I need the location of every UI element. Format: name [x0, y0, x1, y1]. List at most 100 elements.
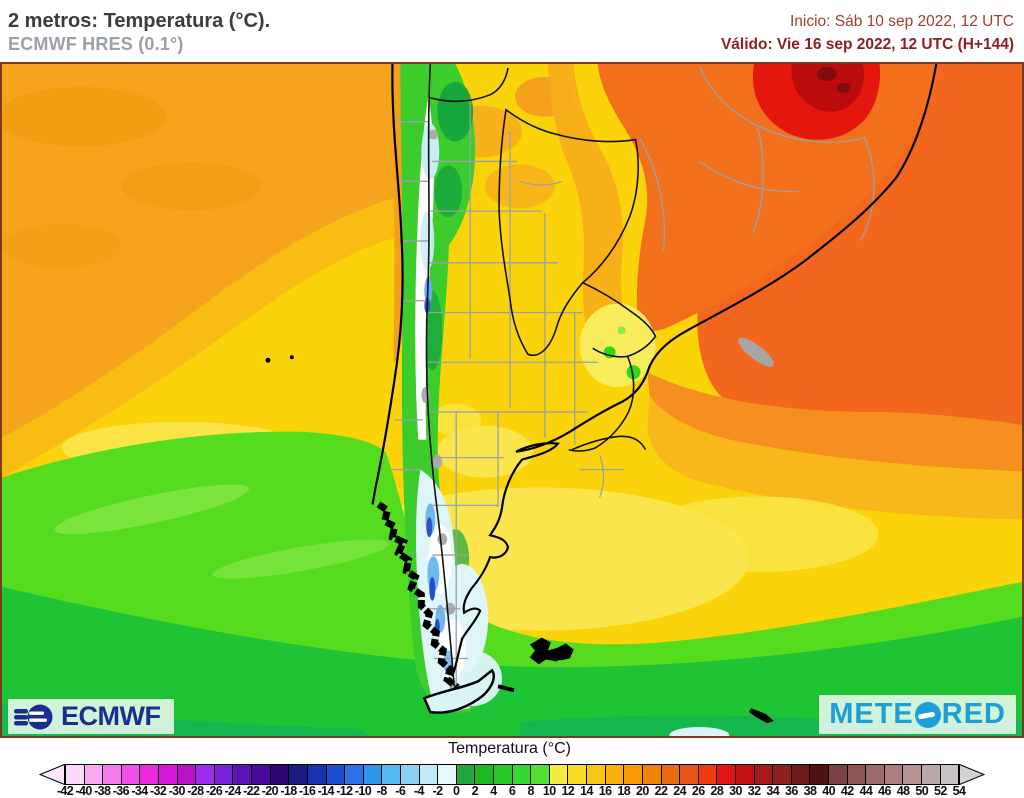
colorbar-cells [65, 764, 959, 785]
colorbar-ticks: -42 -40 -38 -36 -34 -32 -30 -28 -26 -24 -22 -20 -18-… [57, 784, 966, 798]
colorbar-tick-label: 34 [766, 784, 780, 798]
colorbar-cell [345, 765, 364, 784]
page-title: 2 metros: Temperatura (°C). [8, 10, 271, 32]
colorbar-cell [270, 765, 290, 784]
colorbar-tick-label: -34 [131, 784, 148, 798]
init-datetime: Inicio: Sáb 10 sep 2022, 12 UTC [789, 13, 1014, 30]
colorbar-right-arrow [959, 764, 985, 785]
colorbar-cell [884, 765, 904, 784]
colorbar-tick-label: 18 [617, 784, 631, 798]
colorbar-tick-label: -8 [376, 784, 388, 798]
colorbar-cell [382, 765, 401, 784]
colorbar-tick-label: -2 [432, 784, 444, 798]
colorbar-cell [642, 765, 662, 784]
colorbar-cell [140, 765, 160, 784]
colorbar-cell [512, 765, 532, 784]
colorbar-cell [549, 765, 569, 784]
colorbar-cell [456, 765, 476, 784]
colorbar-tick-label: 20 [636, 784, 649, 798]
colorbar-cell [289, 765, 308, 784]
colorbar-cell [922, 765, 941, 784]
colorbar-cell [680, 765, 699, 784]
colorbar-tick-label: -4 [413, 784, 425, 798]
coastline [371, 64, 938, 714]
colorbar-cell [605, 765, 625, 784]
colorbar-tick-label: 52 [934, 784, 947, 798]
colorbar-tick-label: 24 [673, 784, 686, 798]
colorbar-cell [791, 765, 811, 784]
colorbar-tick-label: -18 [280, 784, 297, 798]
colorbar-tick-label: -10 [354, 784, 372, 798]
colorbar-cell [214, 765, 234, 784]
colorbar-cell [828, 765, 848, 784]
meteored-text-prefix: METE [829, 698, 914, 730]
colorbar-cell [698, 765, 718, 784]
colorbar-tick-label: -42 [56, 784, 74, 798]
colorbar-tick-label: 46 [878, 784, 891, 798]
colorbar-cell [568, 765, 588, 784]
colorbar-tick-label: 38 [803, 784, 817, 798]
meteored-logo: METE RED [819, 695, 1016, 734]
country-borders [425, 64, 657, 687]
colorbar-tick-label: -6 [395, 784, 406, 798]
colorbar-tick-label: 42 [840, 784, 854, 798]
colorbar-tick-label: -12 [336, 784, 353, 798]
colorbar-tick-label: 8 [527, 784, 534, 798]
colorbar-tick-label: 16 [598, 784, 612, 798]
colorbar-tick-label: 2 [471, 784, 479, 798]
colorbar-cell [233, 765, 253, 784]
colorbar-cell [438, 765, 457, 784]
colorbar-cell [773, 765, 792, 784]
colorbar-cell [494, 765, 513, 784]
colorbar-tick-label: -28 [187, 784, 204, 798]
meteored-logo-text: METE RED [829, 698, 1006, 731]
valid-datetime: Válido: Vie 16 sep 2022, 12 UTC (H+144) [720, 36, 1014, 54]
province-borders [392, 65, 875, 697]
colorbar-cell [159, 765, 178, 784]
colorbar-tick-label: 28 [710, 784, 724, 798]
colorbar-tick-label: 44 [859, 784, 873, 798]
colorbar-cell [196, 765, 215, 784]
header-left: 2 metros: Temperatura (°C). ECMWF HRES (… [8, 8, 270, 62]
colorbar-tick-label: -24 [224, 784, 241, 798]
colorbar-cell [177, 765, 197, 784]
colorbar-tick-label: -38 [94, 784, 111, 798]
model-subtitle: ECMWF HRES (0.1°) [8, 34, 184, 54]
colorbar-cell [475, 765, 495, 784]
legend-title: Temperatura (°C) [448, 740, 571, 757]
colorbar-cell [531, 765, 550, 784]
colorbar-cell [307, 765, 327, 784]
colorbar-cell [363, 765, 383, 784]
colorbar-cell [400, 765, 420, 784]
colorbar-cell [252, 765, 271, 784]
ecmwf-logo-text: ECMWF [61, 701, 161, 731]
colorbar-tick-label: -16 [298, 784, 316, 798]
colorbar-tick-label: -20 [261, 784, 279, 798]
temperature-legend: Temperatura (°C) -42 -40 -38 -36 -34 -32 -30 -2… [0, 738, 1024, 798]
colorbar-tick-label: 22 [654, 784, 668, 798]
colorbar-cell [810, 765, 829, 784]
colorbar-tick-label: -30 [168, 784, 186, 798]
meteored-text-suffix: RED [941, 698, 1006, 730]
temperature-map: ECMWF METE RED [0, 62, 1024, 738]
colorbar-tick-label: -40 [75, 784, 92, 798]
meteored-cloud-o-icon [914, 701, 941, 728]
colorbar-cell [754, 765, 774, 784]
colorbar-tick-label: 36 [785, 784, 798, 798]
colorbar-tick-label: 54 [952, 784, 966, 798]
ecmwf-logo: ECMWF [8, 699, 175, 734]
colorbar-left-arrow [39, 764, 65, 785]
colorbar-cell [103, 765, 122, 784]
colorbar-cell [903, 765, 923, 784]
colorbar-cell [419, 765, 439, 784]
colorbar-tick-label: 32 [747, 784, 761, 798]
colorbar-cell [717, 765, 736, 784]
temperature-map-raster [2, 64, 1022, 736]
colorbar-cell [84, 765, 104, 784]
colorbar-tick-label: -26 [205, 784, 223, 798]
colorbar-cell [66, 765, 85, 784]
islands [265, 355, 774, 724]
colorbar-tick-label: 6 [508, 784, 516, 798]
colorbar-tick-label: 50 [915, 784, 929, 798]
colorbar-tick-label: 10 [542, 784, 556, 798]
